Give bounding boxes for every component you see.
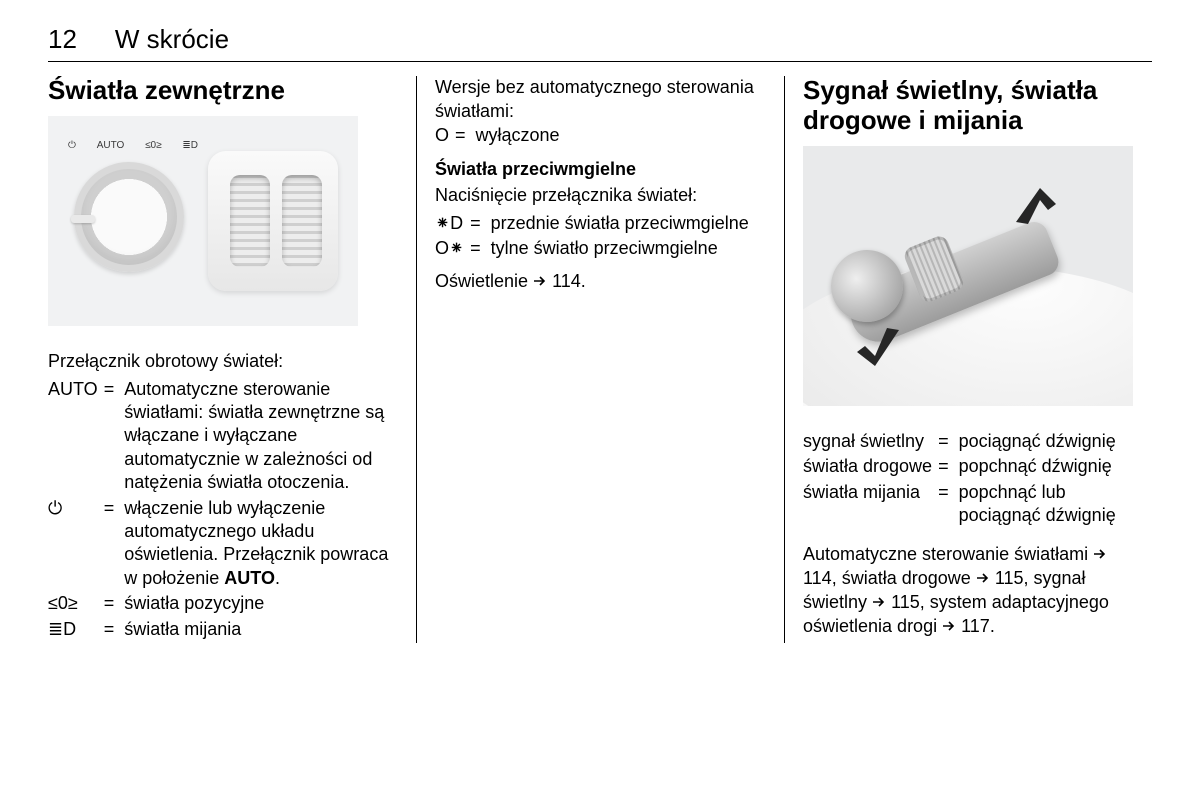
definition-table-fog: ⁕D = przednie światła przeciwmgielne O⁕ … xyxy=(435,212,749,263)
def-desc: Automatyczne sterowanie światłami: świat… xyxy=(124,378,398,497)
def-desc: światła pozycyjne xyxy=(124,592,398,617)
def-desc: wyłączone xyxy=(476,124,560,149)
arrow-down-icon xyxy=(851,324,911,374)
caption-rotary-switch: Przełącznik obrotowy świateł: xyxy=(48,350,398,374)
def-desc: przednie światła przeciwmgielne xyxy=(491,212,749,237)
chapter-title: W skrócie xyxy=(115,24,229,55)
def-eq: = xyxy=(470,212,491,237)
section-heading-signals: Sygnał świetlny, światła drogowe i mijan… xyxy=(803,76,1134,136)
def-key: ⏻ xyxy=(48,497,104,593)
page-ref-icon xyxy=(942,619,956,633)
def-eq: = xyxy=(938,430,959,455)
ref-end: . xyxy=(990,616,995,636)
ref-page: 115 xyxy=(995,568,1024,588)
subheading-fog-lights: Światła przeciwmgielne xyxy=(435,159,766,180)
manual-page: 12 W skrócie Światła zewnętrzne ⏻ AUTO ≤… xyxy=(0,0,1200,643)
table-row: światła drogowe = popchnąć dźwignię xyxy=(803,455,1134,480)
def-eq: = xyxy=(470,237,491,262)
ref-text: , światła drogowe xyxy=(832,568,971,588)
table-row: ≣D = światła mijania xyxy=(48,618,398,643)
dial-label-auto: AUTO xyxy=(97,140,125,151)
def-eq: = xyxy=(455,124,476,149)
page-header: 12 W skrócie xyxy=(48,24,1152,62)
def-desc: tylne światło przeciwmgielne xyxy=(491,237,749,262)
thumbwheel-1 xyxy=(230,175,270,267)
rotary-dial xyxy=(74,162,184,272)
def-desc: światła mijania xyxy=(124,618,398,643)
def-eq: = xyxy=(104,592,125,617)
table-row: ≤0≥ = światła pozycyjne xyxy=(48,592,398,617)
table-row: sygnał świetlny = pociągnąć dźwignię xyxy=(803,430,1134,455)
def-eq: = xyxy=(938,481,959,530)
dial-labels: ⏻ AUTO ≤0≥ ≣D xyxy=(68,140,198,151)
control-panel xyxy=(208,151,338,291)
def-desc-tail: . xyxy=(275,568,280,588)
thumbwheel-2 xyxy=(282,175,322,267)
def-key: sygnał świetlny xyxy=(803,430,938,455)
def-desc: pociągnąć dźwignię xyxy=(959,430,1134,455)
page-ref-icon xyxy=(872,595,886,609)
column-2: Wersje bez automatycznego sterowania świ… xyxy=(416,76,784,643)
table-row: AUTO = Automatyczne sterowanie światłami… xyxy=(48,378,398,497)
ref-page: 115 xyxy=(891,592,920,612)
figure-light-switch: ⏻ AUTO ≤0≥ ≣D xyxy=(48,116,358,326)
intro-no-auto: Wersje bez automatycznego sterowania świ… xyxy=(435,76,766,124)
def-key: ≣D xyxy=(48,618,104,643)
page-ref-icon xyxy=(1093,547,1107,561)
figure-lever xyxy=(803,146,1133,406)
def-key: światła drogowe xyxy=(803,455,938,480)
definition-table-rotary: AUTO = Automatyczne sterowanie światłami… xyxy=(48,378,398,643)
page-ref-icon xyxy=(976,571,990,585)
def-eq: = xyxy=(938,455,959,480)
def-desc: popchnąć dźwignię xyxy=(959,455,1134,480)
def-desc: popchnąć lub pociągnąć dźwignię xyxy=(959,481,1134,530)
def-desc: włączenie lub wyłączenie automatycznego … xyxy=(124,497,398,593)
table-row: O = wyłączone xyxy=(435,124,560,149)
crossref-lighting: Oświetlenie 114. xyxy=(435,270,766,294)
section-heading-exterior-lights: Światła zewnętrzne xyxy=(48,76,398,106)
def-key: światła mijania xyxy=(803,481,938,530)
def-key: O⁕ xyxy=(435,237,470,262)
def-eq: = xyxy=(104,618,125,643)
table-row: O⁕ = tylne światło przeciwmgielne xyxy=(435,237,749,262)
page-number: 12 xyxy=(48,24,77,55)
content-columns: Światła zewnętrzne ⏻ AUTO ≤0≥ ≣D xyxy=(48,76,1152,643)
caption-fog: Naciśnięcie przełącznika świateł: xyxy=(435,184,766,208)
dial-label-lowbeam: ≣D xyxy=(182,140,198,151)
crossref-block: Automatyczne sterowanie światłami 114, ś… xyxy=(803,543,1134,638)
def-key: ⁕D xyxy=(435,212,470,237)
column-1: Światła zewnętrzne ⏻ AUTO ≤0≥ ≣D xyxy=(48,76,416,643)
definition-table-lever: sygnał świetlny = pociągnąć dźwignię świ… xyxy=(803,430,1134,530)
column-3: Sygnał świetlny, światła drogowe i mijan… xyxy=(784,76,1152,643)
page-ref-icon xyxy=(533,274,547,288)
table-row: ⁕D = przednie światła przeciwmgielne xyxy=(435,212,749,237)
ref-label: Oświetlenie xyxy=(435,271,528,291)
def-key: AUTO xyxy=(48,378,104,497)
def-desc-bold: AUTO xyxy=(224,568,275,588)
def-eq: = xyxy=(104,497,125,593)
table-row: ⏻ = włączenie lub wyłączenie automatyczn… xyxy=(48,497,398,593)
arrow-up-icon xyxy=(1008,182,1068,232)
dial-label-parking: ≤0≥ xyxy=(145,140,162,151)
table-row: światła mijania = popchnąć lub pociągnąć… xyxy=(803,481,1134,530)
def-eq: = xyxy=(104,378,125,497)
dial-label-power: ⏻ xyxy=(68,140,76,151)
def-key: O xyxy=(435,124,455,149)
ref-page: 114. xyxy=(552,271,586,291)
ref-page: 114 xyxy=(803,568,832,588)
def-key: ≤0≥ xyxy=(48,592,104,617)
ref-text: Automatyczne sterowanie światłami xyxy=(803,544,1088,564)
ref-page: 117 xyxy=(961,616,990,636)
definition-table-off: O = wyłączone xyxy=(435,124,560,149)
